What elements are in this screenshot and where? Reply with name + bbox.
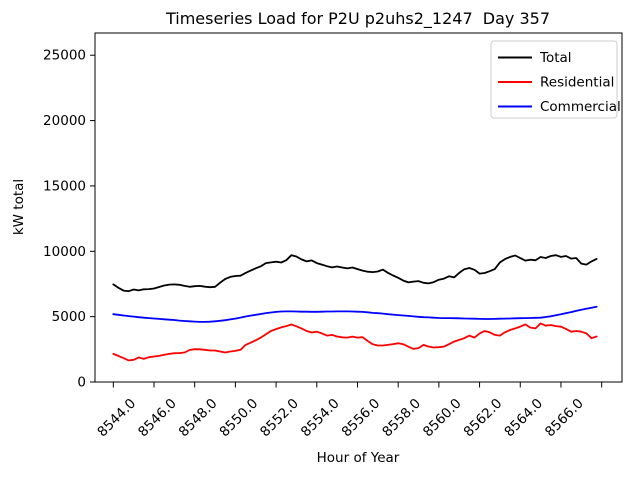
y-tick-label: 0 <box>77 375 86 391</box>
plot-lines <box>112 254 598 362</box>
series-line-residential <box>112 322 598 362</box>
series-line-commercial <box>112 305 598 323</box>
axes-frame <box>94 32 623 383</box>
legend-label-total: Total <box>539 50 572 66</box>
y-axis-ticks: 0 5000 10000 15000 20000 25000 <box>43 48 95 391</box>
y-tick-label: 25000 <box>43 48 86 64</box>
legend-label-commercial: Commercial <box>540 99 621 115</box>
chart-title: Timeseries Load for P2U p2uhs2_1247 Day … <box>165 9 550 29</box>
y-tick-label: 10000 <box>43 244 86 260</box>
y-tick-label: 5000 <box>52 309 86 325</box>
legend: Total Residential Commercial <box>490 40 621 119</box>
legend-box <box>490 40 618 119</box>
y-tick-label: 15000 <box>43 178 86 194</box>
y-axis-label: kW total <box>11 179 27 235</box>
x-axis-label: Hour of Year <box>317 450 400 466</box>
series-line-total <box>112 254 598 293</box>
legend-label-residential: Residential <box>540 75 614 91</box>
y-tick-label: 20000 <box>43 113 86 129</box>
